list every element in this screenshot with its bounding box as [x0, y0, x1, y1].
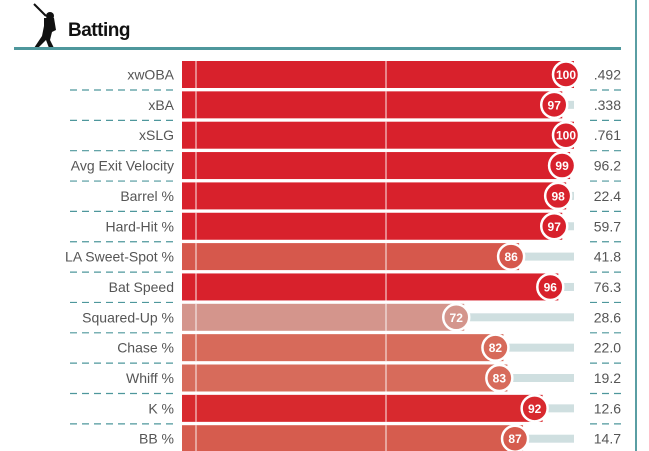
- metric-row: 100 xwOBA .492: [70, 60, 622, 91]
- percentile-badge: [543, 181, 573, 211]
- percentile-badge: [547, 151, 577, 180]
- percentile-badge: [520, 394, 549, 423]
- percentile-bar: [182, 394, 543, 422]
- metric-label: Chase %: [117, 340, 174, 356]
- percentile-label: 97: [548, 98, 562, 112]
- percentile-label: 98: [551, 189, 565, 203]
- percentile-bar: [182, 212, 563, 240]
- metric-value: 41.8: [594, 249, 621, 265]
- metric-row: 82 Chase % 22.0: [70, 333, 622, 364]
- metric-row: 96 Bat Speed 76.3: [70, 272, 622, 304]
- percentile-track: [503, 343, 574, 352]
- percentile-label: 82: [489, 341, 503, 355]
- section-title: Batting: [68, 20, 130, 41]
- metric-label: Squared-Up %: [82, 309, 174, 325]
- metric-row: 97 xBA .338: [70, 90, 622, 121]
- percentile-bar: [182, 91, 563, 119]
- percentile-badge: [539, 90, 569, 120]
- metric-row: 83 Whiff % 19.2: [70, 363, 622, 395]
- metric-value: 59.7: [594, 218, 621, 234]
- percentile-bar: [182, 273, 559, 301]
- metric-label: xBA: [148, 97, 174, 113]
- percentile-bar: [182, 303, 465, 331]
- percentile-badge: [441, 303, 471, 332]
- metric-row: 97 Hard-Hit % 59.7: [70, 212, 622, 243]
- metric-row: 100 xSLG .761: [70, 120, 622, 152]
- metric-value: 22.4: [594, 188, 621, 204]
- percentile-label: 99: [555, 159, 569, 173]
- metric-value: .338: [594, 97, 621, 113]
- metric-row: 72 Squared-Up % 28.6: [70, 303, 622, 334]
- percentile-bar: [182, 152, 571, 180]
- metric-value: 96.2: [594, 158, 621, 174]
- metric-value: 76.3: [594, 279, 621, 295]
- percentile-label: 86: [504, 250, 518, 264]
- section-header: Batting: [14, 0, 621, 50]
- percentile-label: 100: [556, 129, 576, 143]
- metric-row: 92 K % 12.6: [70, 394, 622, 425]
- metric-value: 22.0: [594, 340, 621, 356]
- percentile-bar: [182, 364, 508, 392]
- percentile-bar: [182, 182, 567, 210]
- metric-value: .761: [594, 127, 621, 143]
- percentile-bar: [182, 334, 504, 362]
- metric-value: 28.6: [594, 309, 621, 325]
- percentile-label: 100: [556, 68, 576, 82]
- metric-label: LA Sweet-Spot %: [65, 249, 174, 265]
- percentile-label: 97: [548, 220, 562, 234]
- percentile-bar: [182, 425, 524, 451]
- percentile-label: 87: [508, 432, 522, 446]
- metric-row: 86 LA Sweet-Spot % 41.8: [65, 242, 622, 273]
- percentile-track: [519, 252, 574, 261]
- percentile-track: [558, 282, 574, 291]
- percentile-badge: [551, 120, 581, 150]
- percentile-bar: [182, 121, 574, 149]
- percentile-label: 92: [528, 402, 542, 416]
- percentile-bar: [182, 61, 574, 88]
- metric-value: 19.2: [594, 370, 621, 386]
- percentile-badge: [496, 242, 526, 271]
- percentile-track: [507, 374, 574, 382]
- metric-row: 98 Barrel % 22.4: [70, 181, 622, 212]
- percentile-badge: [551, 60, 581, 89]
- percentile-badge: [536, 272, 565, 302]
- metric-label: xwOBA: [127, 67, 174, 83]
- percentile-badge: [539, 212, 569, 241]
- metric-label: Hard-Hit %: [106, 218, 174, 234]
- metric-label: K %: [148, 400, 174, 416]
- panel-border: [635, 0, 637, 451]
- percentile-badge: [500, 424, 530, 451]
- metric-label: BB %: [139, 431, 174, 447]
- metric-label: Bat Speed: [109, 279, 174, 295]
- percentile-label: 83: [493, 372, 507, 386]
- percentile-badge: [481, 333, 510, 362]
- metric-label: xSLG: [139, 127, 174, 143]
- metric-value: .492: [594, 67, 621, 83]
- metric-value: 12.6: [594, 400, 621, 416]
- percentile-label: 72: [450, 311, 464, 325]
- batter-silhouette-icon: [33, 3, 56, 48]
- metric-label: Barrel %: [120, 188, 174, 204]
- header-rule: [14, 47, 621, 50]
- metric-row: 99 Avg Exit Velocity 96.2: [70, 151, 622, 182]
- percentile-badge: [485, 363, 514, 393]
- metric-row: 87 BB % 14.7: [139, 424, 621, 451]
- metric-value: 14.7: [594, 431, 621, 447]
- metric-label: Whiff %: [126, 370, 174, 386]
- percentile-track: [542, 404, 574, 413]
- percentile-label: 96: [544, 280, 558, 294]
- percentile-bar: [182, 243, 520, 271]
- metric-label: Avg Exit Velocity: [71, 158, 174, 174]
- percentile-track: [523, 434, 574, 443]
- percentile-track: [464, 313, 574, 322]
